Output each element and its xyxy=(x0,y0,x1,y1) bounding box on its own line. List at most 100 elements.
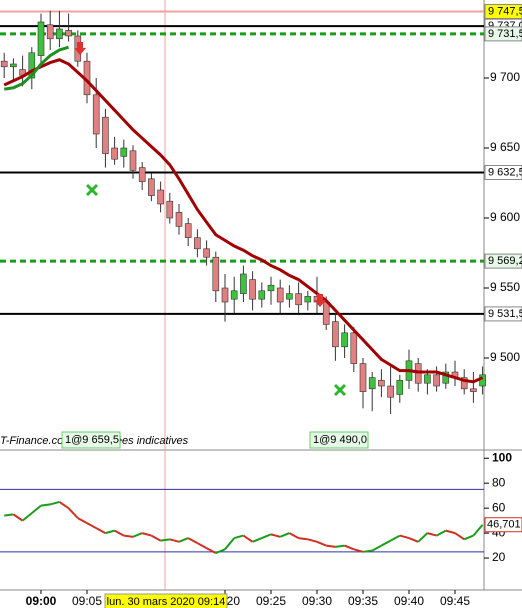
oscillator-segment xyxy=(252,537,263,543)
candle-body xyxy=(240,273,247,294)
oscillator-segment xyxy=(150,534,162,542)
level-label: 9 747,5 xyxy=(488,5,522,17)
oscillator-segment xyxy=(298,537,308,541)
oscillator-segment xyxy=(123,534,134,538)
candle-body xyxy=(368,377,376,390)
candle-body xyxy=(203,248,210,258)
oscillator-segment xyxy=(132,532,143,538)
signal-markers xyxy=(74,42,347,397)
candle-body xyxy=(322,301,330,325)
oscillator-segment xyxy=(270,533,281,538)
candle-body xyxy=(304,296,312,303)
oscillator-segment xyxy=(362,549,373,553)
oscillator-segment xyxy=(31,504,42,514)
oscillator-segment xyxy=(196,542,208,549)
oscillator-segment xyxy=(445,529,456,535)
candle-body xyxy=(230,290,238,300)
oscillator-segment xyxy=(380,539,392,547)
candle-body xyxy=(341,332,348,348)
candle-body xyxy=(194,237,201,250)
candle-body xyxy=(10,63,17,68)
level-label: 9 569,2 xyxy=(488,255,522,267)
oscillator-segment xyxy=(288,532,300,539)
y-tick-label: 60 xyxy=(492,500,506,514)
y-tick-label: 100 xyxy=(492,450,512,464)
buy-cross xyxy=(333,383,347,397)
candle-body xyxy=(184,223,192,238)
oscillator-segment xyxy=(4,513,14,517)
x-tick-label: 09:25 xyxy=(256,594,286,608)
oscillator-segment xyxy=(436,529,447,537)
x-tick-label: 09:40 xyxy=(394,594,424,608)
candle-body xyxy=(295,293,302,306)
oscillator-segment xyxy=(344,544,355,551)
y-tick-label: 9 650 xyxy=(490,140,520,154)
oscillator-segment xyxy=(215,548,226,554)
oscillator-segment xyxy=(307,538,318,543)
candle-body xyxy=(221,287,229,303)
candle-body xyxy=(332,321,339,348)
oscillator-segment xyxy=(353,548,364,553)
candle-body xyxy=(65,30,72,37)
oscillator-segment xyxy=(58,501,70,509)
candle-body xyxy=(359,363,367,392)
candle-body xyxy=(433,374,440,387)
oscillator-segment xyxy=(95,527,106,534)
oscillator-segment xyxy=(114,529,125,537)
order-box xyxy=(309,431,369,449)
candle-body xyxy=(92,94,100,135)
value-label-box xyxy=(484,517,522,533)
oscillator-segment xyxy=(40,503,51,507)
oscillator-segment xyxy=(427,532,437,537)
candle-body xyxy=(129,150,137,171)
candle-body xyxy=(267,284,275,292)
candle-body xyxy=(28,52,36,79)
value-label: 46,701 xyxy=(487,519,521,531)
candle-body xyxy=(479,374,486,387)
y-tick-label: 9 700 xyxy=(490,70,520,84)
level-label-box xyxy=(484,26,522,42)
oscillator-segment xyxy=(390,534,401,542)
oscillator-segment xyxy=(417,532,429,543)
oscillator-segment xyxy=(86,522,97,529)
candle-body xyxy=(0,60,8,68)
crosshair-label: lun. 30 mars 2020 09:14 xyxy=(104,593,228,608)
candle-body xyxy=(286,293,293,300)
buy-cross xyxy=(85,183,99,197)
level-label: 9 531,5 xyxy=(488,308,522,320)
moving-average xyxy=(3,58,484,384)
crosshair-label-text: lun. 30 mars 2020 09:14 xyxy=(107,596,226,608)
x-tick-label: 09:45 xyxy=(440,594,470,608)
candle-body xyxy=(102,116,109,154)
candle-body xyxy=(148,178,155,196)
candle-body xyxy=(56,28,63,40)
oscillator-segment xyxy=(463,534,474,541)
candle-body xyxy=(175,212,183,227)
oscillator-segment xyxy=(316,540,327,547)
crosshair-label-box xyxy=(104,593,228,608)
level-label-box xyxy=(484,253,522,269)
oscillator-segment xyxy=(160,538,170,542)
order-box xyxy=(61,431,121,449)
candle-body xyxy=(350,332,358,364)
oscillator-segment xyxy=(49,500,60,506)
oscillator-segment xyxy=(326,544,336,548)
oscillator-segment xyxy=(21,512,33,522)
candle-body xyxy=(138,167,146,182)
x-tick-label: 09:05 xyxy=(72,594,102,608)
oscillator-segment xyxy=(169,538,180,543)
x-tick-label: 09:30 xyxy=(302,594,332,608)
candle-body xyxy=(276,287,284,303)
level-label-box xyxy=(484,3,522,19)
candle-body xyxy=(212,256,220,292)
oscillator-segment xyxy=(279,532,290,538)
y-tick-label: 20 xyxy=(492,550,506,564)
candle-body xyxy=(120,147,128,157)
oscillator-segment xyxy=(105,529,115,535)
candle-body xyxy=(424,374,431,384)
oscillator-segment xyxy=(242,534,254,543)
